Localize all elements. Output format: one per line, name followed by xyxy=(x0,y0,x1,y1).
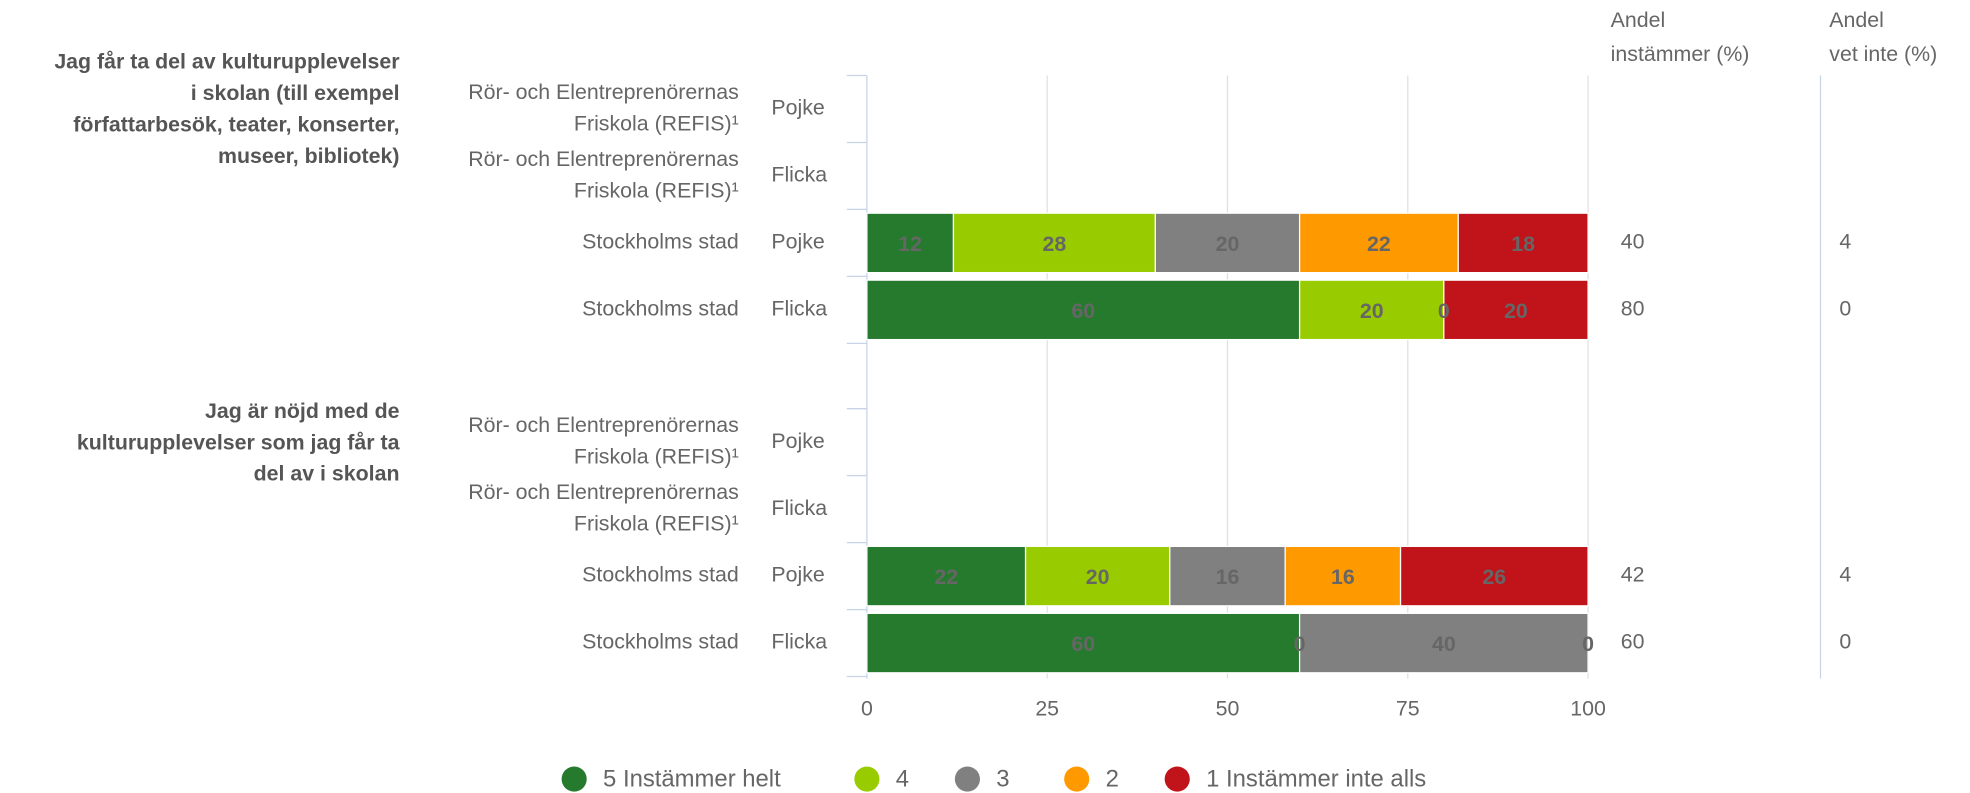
bar-segment xyxy=(1284,545,1402,607)
legend-marker xyxy=(561,766,587,792)
legend-label: 2 xyxy=(1106,766,1119,793)
column-value: 60 xyxy=(1621,630,1645,654)
x-tick-label: 0 xyxy=(861,697,873,721)
column-value: 4 xyxy=(1839,563,1851,587)
column-header: Andel xyxy=(1611,8,1666,32)
gender-label: Flicka xyxy=(771,163,827,187)
gender-label: Pojke xyxy=(771,563,824,587)
column-value: 80 xyxy=(1621,297,1645,321)
column-value: 42 xyxy=(1621,563,1645,587)
column-value: 0 xyxy=(1839,297,1851,321)
bar-segment xyxy=(866,545,1027,607)
legend-label: 3 xyxy=(996,766,1009,793)
column-header: Andel xyxy=(1829,8,1884,32)
x-tick-label: 50 xyxy=(1216,697,1240,721)
row-label: Stockholms stad xyxy=(582,230,739,254)
bar-segment xyxy=(1298,279,1445,341)
data-label: 60 xyxy=(1071,299,1095,323)
column-value: 40 xyxy=(1621,230,1645,254)
row-label: Stockholms stad xyxy=(582,630,739,654)
data-label: 20 xyxy=(1086,565,1110,589)
legend-label: 1 Instämmer inte alls xyxy=(1206,766,1426,793)
gender-label: Flicka xyxy=(771,630,827,654)
bar-segment xyxy=(866,212,955,274)
question-label: Jag får ta del av kulturupplevelser xyxy=(54,50,399,74)
data-label: 20 xyxy=(1360,299,1384,323)
bar-segment xyxy=(1154,212,1301,274)
column-value: 0 xyxy=(1839,630,1851,654)
legend-label: 4 xyxy=(896,766,909,793)
question-label: kulturupplevelser som jag får ta xyxy=(77,430,400,454)
question-label: del av i skolan xyxy=(254,462,400,486)
gender-label: Pojke xyxy=(771,96,824,120)
row-label: Friskola (REFIS)¹ xyxy=(574,445,739,469)
data-label: 20 xyxy=(1504,299,1528,323)
x-tick-label: 75 xyxy=(1396,697,1420,721)
legend-marker xyxy=(954,766,980,792)
data-label: 0 xyxy=(1582,632,1594,656)
row-label: Rör- och Elentreprenörernas xyxy=(468,413,739,437)
legend-marker xyxy=(854,766,880,792)
legend-label: 5 Instämmer helt xyxy=(603,766,781,793)
bar-segment xyxy=(1457,212,1589,274)
data-label: 22 xyxy=(1367,232,1391,256)
gender-label: Pojke xyxy=(771,230,824,254)
row-label: Friskola (REFIS)¹ xyxy=(574,178,739,202)
data-label: 12 xyxy=(898,232,922,256)
bar-segment xyxy=(866,612,1301,674)
column-header: instämmer (%) xyxy=(1611,42,1750,66)
data-label: 28 xyxy=(1043,232,1067,256)
bar-segment xyxy=(1443,279,1589,341)
data-label: 16 xyxy=(1331,565,1355,589)
question-label: i skolan (till exempel xyxy=(191,81,400,105)
x-tick-label: 25 xyxy=(1035,697,1059,721)
row-label: Rör- och Elentreprenörernas xyxy=(468,480,739,504)
data-label: 0 xyxy=(1438,299,1450,323)
data-label: 22 xyxy=(934,565,958,589)
data-label: 20 xyxy=(1216,232,1240,256)
bar-segment xyxy=(1298,212,1459,274)
bar-segment xyxy=(1298,612,1589,674)
data-label: 16 xyxy=(1216,565,1240,589)
row-label: Stockholms stad xyxy=(582,297,739,321)
row-label: Stockholms stad xyxy=(582,563,739,587)
bar-segment xyxy=(1399,545,1589,607)
data-label: 26 xyxy=(1482,565,1506,589)
data-label: 0 xyxy=(1294,632,1306,656)
data-label: 40 xyxy=(1432,632,1456,656)
x-tick-label: 100 xyxy=(1570,697,1606,721)
row-label: Rör- och Elentreprenörernas xyxy=(468,147,739,171)
gender-label: Flicka xyxy=(771,297,827,321)
data-label: 60 xyxy=(1071,632,1095,656)
bar-segment xyxy=(1024,545,1171,607)
legend-marker xyxy=(1064,766,1090,792)
row-label: Friskola (REFIS)¹ xyxy=(574,111,739,135)
column-value: 4 xyxy=(1839,230,1851,254)
gender-label: Flicka xyxy=(771,496,827,520)
question-label: Jag är nöjd med de xyxy=(205,399,400,423)
column-header: vet inte (%) xyxy=(1829,42,1937,66)
question-label: författarbesök, teater, konserter, xyxy=(73,112,399,136)
row-label: Rör- och Elentreprenörernas xyxy=(468,80,739,104)
bar-segment xyxy=(1169,545,1286,607)
legend-marker xyxy=(1164,766,1190,792)
bar-segment xyxy=(866,279,1301,341)
row-label: Friskola (REFIS)¹ xyxy=(574,511,739,535)
question-label: museer, bibliotek) xyxy=(218,144,399,168)
gender-label: Pojke xyxy=(771,429,824,453)
data-label: 18 xyxy=(1511,232,1535,256)
